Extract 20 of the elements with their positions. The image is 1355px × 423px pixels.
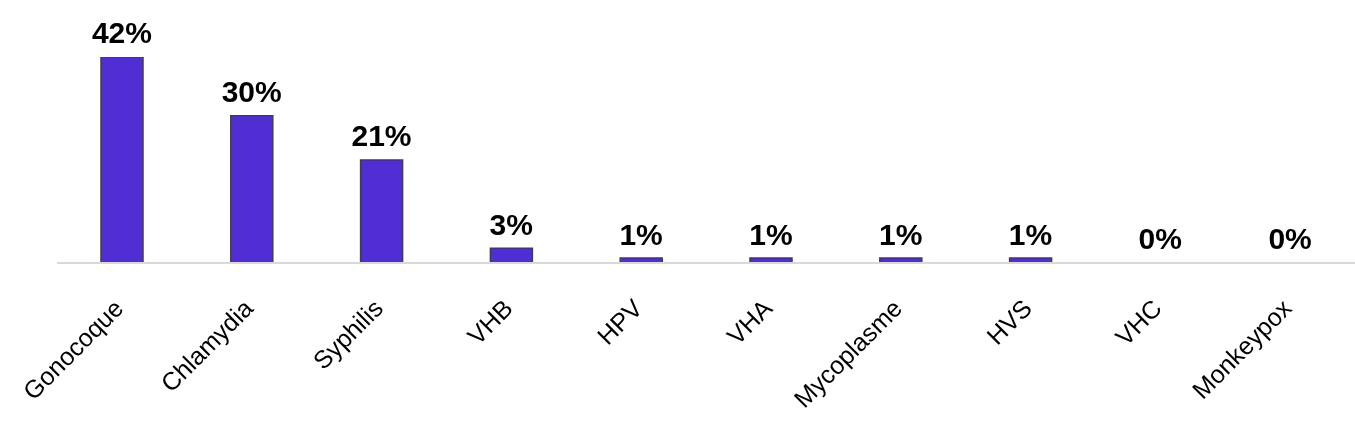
x-tick-label: VHA: [721, 293, 778, 350]
x-tick-label: VHC: [1109, 293, 1167, 351]
bar: [100, 57, 144, 263]
bar: [879, 257, 923, 263]
data-label: 0%: [1268, 222, 1312, 256]
data-label: 3%: [489, 207, 533, 241]
bar: [489, 247, 534, 263]
bar: [230, 115, 274, 263]
data-label: 1%: [879, 217, 923, 251]
data-label: 1%: [749, 217, 793, 251]
data-label: 21%: [351, 119, 412, 153]
data-label: 1%: [619, 217, 663, 251]
bar: [749, 257, 793, 263]
bar: [359, 159, 404, 263]
data-label: 42%: [91, 16, 152, 50]
bar: [619, 257, 663, 263]
data-label: 0%: [1138, 222, 1182, 256]
data-label: 30%: [221, 75, 282, 109]
x-tick-label: VHB: [461, 293, 518, 350]
data-label: 1%: [1008, 217, 1053, 251]
